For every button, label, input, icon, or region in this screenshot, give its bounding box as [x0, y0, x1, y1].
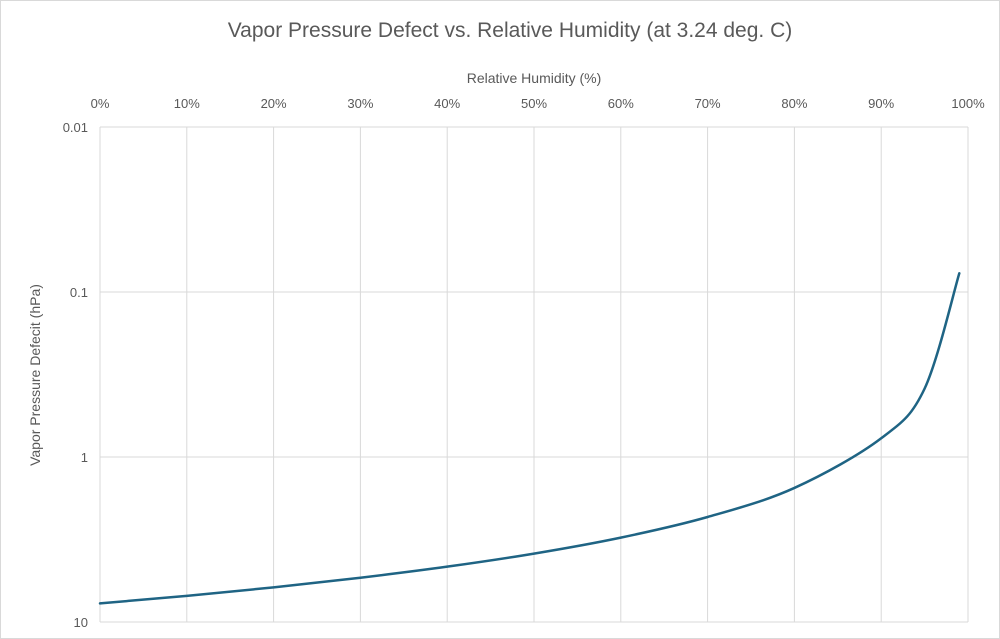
- x-tick-label: 70%: [695, 96, 721, 111]
- series-line: [98, 272, 961, 605]
- y-tick-label: 0.01: [63, 120, 88, 135]
- x-tick-label: 60%: [608, 96, 634, 111]
- x-tick-label: 20%: [261, 96, 287, 111]
- x-tick-label: 0%: [91, 96, 110, 111]
- x-tick-label: 30%: [347, 96, 373, 111]
- y-axis-label: Vapor Pressure Defecit (hPa): [27, 284, 43, 466]
- x-tick-label: 80%: [781, 96, 807, 111]
- x-tick-label: 90%: [868, 96, 894, 111]
- x-tick-label: 10%: [174, 96, 200, 111]
- x-tick-label: 100%: [951, 96, 985, 111]
- x-axis-label: Relative Humidity (%): [467, 70, 602, 86]
- x-tick-label: 50%: [521, 96, 547, 111]
- y-tick-label: 0.1: [70, 285, 88, 300]
- x-tick-label: 40%: [434, 96, 460, 111]
- y-tick-label: 10: [74, 615, 88, 630]
- y-tick-label: 1: [81, 450, 88, 465]
- chart-title: Vapor Pressure Defect vs. Relative Humid…: [228, 19, 793, 42]
